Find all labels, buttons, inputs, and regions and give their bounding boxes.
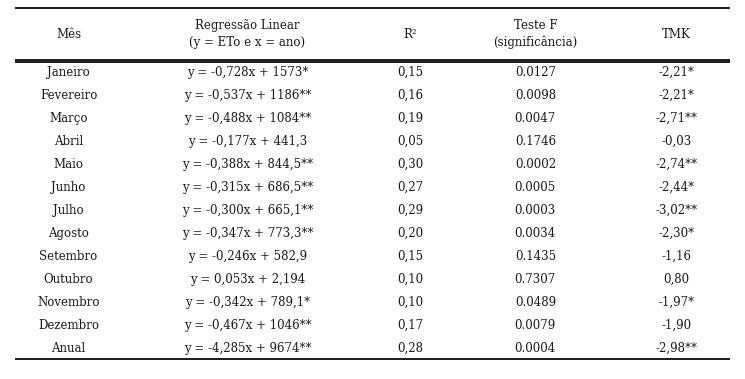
Text: Regressão Linear
(y = ETo e x = ano): Regressão Linear (y = ETo e x = ano) xyxy=(189,19,305,49)
Text: 0,05: 0,05 xyxy=(397,135,423,148)
Text: Julho: Julho xyxy=(54,204,84,217)
Text: y = -0,728x + 1573*: y = -0,728x + 1573* xyxy=(187,66,308,79)
Text: y = -0,300x + 665,1**: y = -0,300x + 665,1** xyxy=(182,204,313,217)
Text: -3,02**: -3,02** xyxy=(656,204,697,217)
Text: 0.7307: 0.7307 xyxy=(515,273,556,286)
Text: -2,21*: -2,21* xyxy=(659,89,694,102)
Text: 0,29: 0,29 xyxy=(397,204,423,217)
Text: Agosto: Agosto xyxy=(48,227,89,240)
Text: Outubro: Outubro xyxy=(44,273,93,286)
Text: 0.0004: 0.0004 xyxy=(515,342,556,355)
Text: -0,03: -0,03 xyxy=(662,135,691,148)
Text: 0,20: 0,20 xyxy=(397,227,423,240)
Text: 0.0002: 0.0002 xyxy=(515,158,556,171)
Text: Maio: Maio xyxy=(54,158,83,171)
Text: Mês: Mês xyxy=(56,28,81,41)
Text: Fevereiro: Fevereiro xyxy=(40,89,98,102)
Text: -2,21*: -2,21* xyxy=(659,66,694,79)
Text: y = 0,053x + 2,194: y = 0,053x + 2,194 xyxy=(190,273,305,286)
Text: Teste F
(significância): Teste F (significância) xyxy=(493,19,577,49)
Text: 0,16: 0,16 xyxy=(397,89,423,102)
Text: y = -0,315x + 686,5**: y = -0,315x + 686,5** xyxy=(182,181,313,194)
Text: -2,30*: -2,30* xyxy=(659,227,694,240)
Text: R²: R² xyxy=(404,28,417,41)
Text: -2,44*: -2,44* xyxy=(659,181,694,194)
Text: 0,10: 0,10 xyxy=(397,296,423,309)
Text: 0,19: 0,19 xyxy=(397,112,423,125)
Text: -1,97*: -1,97* xyxy=(659,296,694,309)
Text: -2,98**: -2,98** xyxy=(656,342,697,355)
Text: TMK: TMK xyxy=(662,28,691,41)
Text: 0.0098: 0.0098 xyxy=(515,89,556,102)
Text: y = -0,388x + 844,5**: y = -0,388x + 844,5** xyxy=(182,158,313,171)
Text: -1,16: -1,16 xyxy=(662,250,691,263)
Text: 0,28: 0,28 xyxy=(397,342,423,355)
Text: 0.0127: 0.0127 xyxy=(515,66,556,79)
Text: 0.1746: 0.1746 xyxy=(515,135,556,148)
Text: 0.0489: 0.0489 xyxy=(515,296,556,309)
Text: Dezembro: Dezembro xyxy=(38,319,99,332)
Text: 0.0034: 0.0034 xyxy=(515,227,556,240)
Text: Janeiro: Janeiro xyxy=(47,66,90,79)
Text: 0.0047: 0.0047 xyxy=(515,112,556,125)
Text: Abril: Abril xyxy=(54,135,83,148)
Text: Setembro: Setembro xyxy=(39,250,98,263)
Text: y = -4,285x + 9674**: y = -4,285x + 9674** xyxy=(183,342,311,355)
Text: Anual: Anual xyxy=(51,342,86,355)
Text: y = -0,537x + 1186**: y = -0,537x + 1186** xyxy=(184,89,311,102)
Text: 0,80: 0,80 xyxy=(663,273,689,286)
Text: y = -0,467x + 1046**: y = -0,467x + 1046** xyxy=(183,319,311,332)
Text: y = -0,347x + 773,3**: y = -0,347x + 773,3** xyxy=(182,227,313,240)
Text: Março: Março xyxy=(49,112,88,125)
Text: 0.0005: 0.0005 xyxy=(515,181,556,194)
Text: 0,10: 0,10 xyxy=(397,273,423,286)
Text: -2,71**: -2,71** xyxy=(656,112,697,125)
Text: 0,15: 0,15 xyxy=(397,66,423,79)
Text: Junho: Junho xyxy=(51,181,86,194)
Text: 0.1435: 0.1435 xyxy=(515,250,556,263)
Text: y = -0,488x + 1084**: y = -0,488x + 1084** xyxy=(184,112,311,125)
Text: y = -0,246x + 582,9: y = -0,246x + 582,9 xyxy=(188,250,307,263)
Text: Novembro: Novembro xyxy=(37,296,100,309)
Text: -2,74**: -2,74** xyxy=(656,158,697,171)
Text: 0,17: 0,17 xyxy=(397,319,423,332)
Text: 0,30: 0,30 xyxy=(397,158,423,171)
Text: 0,27: 0,27 xyxy=(397,181,423,194)
Text: y = -0,342x + 789,1*: y = -0,342x + 789,1* xyxy=(185,296,310,309)
Text: 0,15: 0,15 xyxy=(397,250,423,263)
Text: y = -0,177x + 441,3: y = -0,177x + 441,3 xyxy=(188,135,307,148)
Text: 0.0003: 0.0003 xyxy=(515,204,556,217)
Text: 0.0079: 0.0079 xyxy=(515,319,556,332)
Text: -1,90: -1,90 xyxy=(662,319,691,332)
